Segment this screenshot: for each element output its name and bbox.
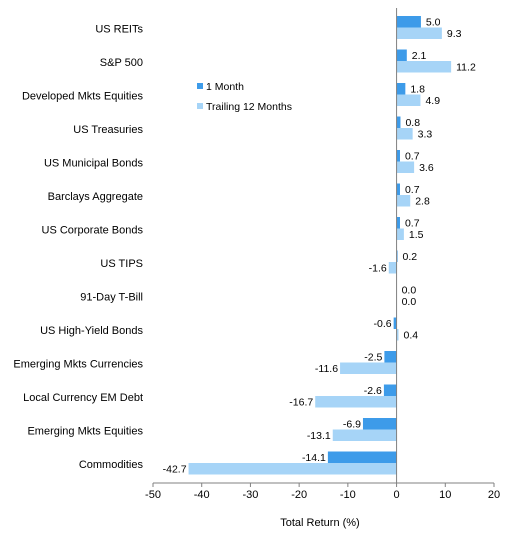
axis-layer: -50 -40 -30 -20 -10 0 10 20 [145, 8, 500, 501]
category-label-local-currency-em-debt: Local Currency EM Debt [23, 392, 143, 404]
category-label-developed-mkts-equities: Developed Mkts Equities [22, 91, 144, 103]
x-tick-label-40: -40 [194, 489, 210, 501]
bar-1-month-us-high-yield-bonds [393, 317, 397, 329]
bar-1-month-local-currency-em-debt [383, 384, 397, 396]
data-label-trailing-12-months-commodities: -42.7 [163, 464, 187, 476]
data-label-1-month-emerging-mkts-currencies: -2.5 [364, 352, 382, 364]
data-label-trailing-12-months-us-tips: -1.6 [369, 263, 387, 275]
bar-trailing-12-months-s-p-500 [396, 61, 452, 73]
bar-1-month-developed-mkts-equities [396, 83, 406, 95]
bar-trailing-12-months-emerging-mkts-equities [332, 429, 397, 441]
data-label-1-month-91-day-t-bill: 0.0 [402, 285, 417, 297]
x-tick-label-10: 10 [439, 489, 451, 501]
category-label-us-municipal-bonds: US Municipal Bonds [44, 158, 144, 170]
data-label-1-month-us-tips: 0.2 [403, 251, 418, 263]
category-label-us-reits: US REITs [95, 24, 143, 36]
data-label-1-month-s-p-500: 2.1 [412, 50, 427, 62]
data-label-1-month-us-high-yield-bonds: -0.6 [374, 318, 392, 330]
bar-1-month-barclays-aggregate [396, 183, 400, 195]
bar-1-month-commodities [327, 451, 397, 463]
x-tick-label-20: 20 [488, 489, 500, 501]
bar-trailing-12-months-us-treasuries [396, 128, 413, 140]
x-axis-title: Total Return (%) [280, 517, 359, 529]
bar-1-month-us-treasuries [396, 116, 401, 128]
legend-label-1-month: 1 Month [206, 81, 244, 93]
x-tick-label-20: -20 [291, 489, 307, 501]
bar-1-month-s-p-500 [396, 49, 407, 61]
data-label-1-month-us-corporate-bonds: 0.7 [405, 218, 420, 230]
data-label-trailing-12-months-s-p-500: 11.2 [456, 62, 476, 74]
bar-trailing-12-months-developed-mkts-equities [396, 94, 421, 106]
bar-trailing-12-months-us-tips [388, 262, 397, 274]
bar-1-month-us-municipal-bonds [396, 150, 400, 162]
data-label-trailing-12-months-91-day-t-bill: 0.0 [402, 296, 417, 308]
data-label-trailing-12-months-local-currency-em-debt: -16.7 [289, 397, 313, 409]
x-tick-label-10: -10 [340, 489, 356, 501]
bar-1-month-emerging-mkts-equities [362, 418, 397, 430]
bar-trailing-12-months-emerging-mkts-currencies [340, 362, 397, 374]
data-label-1-month-barclays-aggregate: 0.7 [405, 184, 420, 196]
legend-swatch-trailing-12-months [197, 103, 203, 109]
data-label-trailing-12-months-us-reits: 9.3 [447, 28, 462, 40]
bar-trailing-12-months-commodities [188, 463, 397, 475]
category-label-commodities: Commodities [79, 459, 144, 471]
bar-trailing-12-months-us-reits [396, 27, 442, 39]
bar-1-month-us-corporate-bonds [396, 217, 400, 229]
data-label-1-month-developed-mkts-equities: 1.8 [410, 84, 425, 96]
bar-trailing-12-months-local-currency-em-debt [315, 396, 397, 408]
category-label-us-tips: US TIPS [100, 258, 143, 270]
data-label-1-month-us-treasuries: 0.8 [405, 117, 420, 129]
category-label-us-high-yield-bonds: US High-Yield Bonds [40, 325, 143, 337]
category-label-emerging-mkts-equities: Emerging Mkts Equities [27, 426, 143, 438]
category-label-91-day-t-bill: 91-Day T-Bill [80, 292, 143, 304]
x-tick-label-50: -50 [145, 489, 161, 501]
legend-swatch-1-month [197, 83, 203, 89]
data-label-1-month-local-currency-em-debt: -2.6 [364, 385, 382, 397]
category-label-s-p-500: S&P 500 [100, 57, 143, 69]
data-label-1-month-commodities: -14.1 [302, 452, 326, 464]
bar-1-month-us-reits [396, 16, 421, 28]
bar-trailing-12-months-us-municipal-bonds [396, 161, 415, 173]
data-label-trailing-12-months-emerging-mkts-currencies: -11.6 [315, 363, 338, 375]
x-tick-label-30: -30 [242, 489, 258, 501]
category-label-barclays-aggregate: Barclays Aggregate [48, 191, 143, 203]
legend-label-trailing-12-months: Trailing 12 Months [206, 101, 292, 113]
bar-trailing-12-months-barclays-aggregate [396, 195, 411, 207]
category-label-us-corporate-bonds: US Corporate Bonds [42, 225, 144, 237]
labels-layer: US REITs 5.0 9.3 S&P 500 2.1 11.2 Developed Mk… [13, 17, 476, 476]
category-label-emerging-mkts-currencies: Emerging Mkts Currencies [13, 359, 143, 371]
data-label-trailing-12-months-barclays-aggregate: 2.8 [415, 196, 430, 208]
data-label-trailing-12-months-emerging-mkts-equities: -13.1 [307, 430, 331, 442]
data-label-trailing-12-months-us-high-yield-bonds: 0.4 [404, 330, 419, 342]
legend: 1 Month Trailing 12 Months [197, 81, 292, 113]
data-label-1-month-us-reits: 5.0 [426, 17, 441, 29]
bar-trailing-12-months-us-corporate-bonds [396, 228, 404, 240]
bar-trailing-12-months-us-high-yield-bonds [396, 329, 399, 341]
data-label-1-month-us-municipal-bonds: 0.7 [405, 151, 420, 163]
data-label-trailing-12-months-us-treasuries: 3.3 [418, 129, 433, 141]
data-label-trailing-12-months-us-corporate-bonds: 1.5 [409, 229, 424, 241]
x-tick-label-0: 0 [394, 489, 400, 501]
data-label-1-month-emerging-mkts-equities: -6.9 [343, 419, 361, 431]
category-label-us-treasuries: US Treasuries [73, 124, 143, 136]
data-label-trailing-12-months-developed-mkts-equities: 4.9 [425, 95, 440, 107]
bar-1-month-emerging-mkts-currencies [384, 351, 397, 363]
data-label-trailing-12-months-us-municipal-bonds: 3.6 [419, 162, 434, 174]
bars-layer [188, 16, 452, 475]
